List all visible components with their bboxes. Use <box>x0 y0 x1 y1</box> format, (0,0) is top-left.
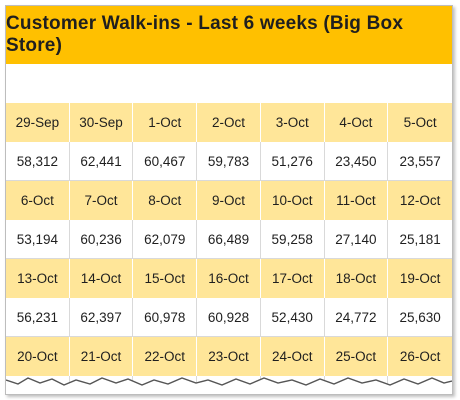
walkin-count-cell: 27,140 <box>324 220 389 259</box>
date-cell: 12-Oct <box>388 181 452 220</box>
walkin-count-cell: 25,181 <box>388 220 452 259</box>
date-cell: 9-Oct <box>197 181 261 220</box>
walkin-count-cell: 51,276 <box>260 142 325 181</box>
date-cell: 2-Oct <box>197 103 261 142</box>
walkin-count-cell: 56,231 <box>6 298 70 337</box>
date-cell: 23-Oct <box>197 337 261 376</box>
date-cell: 26-Oct <box>388 337 452 376</box>
blank-row <box>6 64 452 103</box>
walkin-count-cell: 59,783 <box>197 142 261 181</box>
walkin-count-cell: 59,258 <box>260 220 325 259</box>
walkin-count-cell: 24,772 <box>324 298 389 337</box>
walkin-count-cell: 58,312 <box>6 142 70 181</box>
walkin-count-cell: 23,450 <box>324 142 389 181</box>
walkin-count-cell: 62,079 <box>133 220 198 259</box>
date-cell: 3-Oct <box>260 103 325 142</box>
date-cell: 25-Oct <box>324 337 389 376</box>
date-cell: 24-Oct <box>260 337 325 376</box>
walkin-count-cell: 66,489 <box>197 220 261 259</box>
date-cell: 15-Oct <box>133 259 198 298</box>
date-cell: 4-Oct <box>324 103 389 142</box>
date-cell: 11-Oct <box>324 181 389 220</box>
walkin-count-cell: 60,236 <box>69 220 134 259</box>
walkin-count-cell: 62,397 <box>69 298 134 337</box>
date-cell: 18-Oct <box>324 259 389 298</box>
walkin-count-cell: 25,630 <box>388 298 452 337</box>
walkins-grid: 29-Sep 30-Sep 1-Oct 2-Oct 3-Oct 4-Oct 5-Oct 58,… <box>6 103 452 394</box>
walkin-count-cell: 60,467 <box>133 142 198 181</box>
date-cell: 5-Oct <box>388 103 452 142</box>
title-bar: Customer Walk-ins - Last 6 weeks (Big Bo… <box>6 6 452 64</box>
walkin-count-cell: 52,430 <box>260 298 325 337</box>
date-cell: 21-Oct <box>69 337 134 376</box>
date-cell: 17-Oct <box>260 259 325 298</box>
walkin-count-cell: 62,441 <box>69 142 134 181</box>
walkin-count-cell: 53,194 <box>6 220 70 259</box>
date-cell: 6-Oct <box>6 181 70 220</box>
date-cell: 10-Oct <box>260 181 325 220</box>
date-cell: 29-Sep <box>6 103 70 142</box>
date-cell: 22-Oct <box>133 337 198 376</box>
walkin-count-cell: 23,557 <box>388 142 452 181</box>
walkin-count-cell: 60,928 <box>197 298 261 337</box>
date-cell: 14-Oct <box>69 259 134 298</box>
walkins-table-frame: Customer Walk-ins - Last 6 weeks (Big Bo… <box>5 5 453 395</box>
date-cell: 19-Oct <box>388 259 452 298</box>
table-title: Customer Walk-ins - Last 6 weeks (Big Bo… <box>6 13 404 56</box>
torn-edge <box>6 377 452 394</box>
date-cell: 30-Sep <box>69 103 134 142</box>
date-cell: 7-Oct <box>69 181 134 220</box>
date-cell: 13-Oct <box>6 259 70 298</box>
date-cell: 8-Oct <box>133 181 198 220</box>
date-cell: 16-Oct <box>197 259 261 298</box>
date-cell: 20-Oct <box>6 337 70 376</box>
walkin-count-cell: 60,978 <box>133 298 198 337</box>
date-cell: 1-Oct <box>133 103 198 142</box>
